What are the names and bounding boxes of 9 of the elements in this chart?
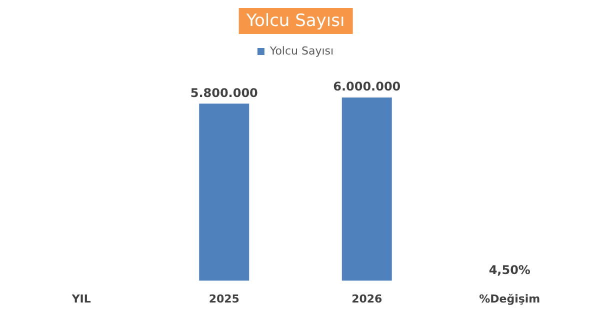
legend-label: Yolcu Sayısı [268,44,334,58]
data-label: 4,50% [488,262,530,277]
data-label: 5.800.000 [190,86,258,100]
chart-title: Yolcu Sayısı [238,8,353,34]
x-tick-label: 2025 [208,292,240,306]
x-tick-label: YIL [70,292,91,306]
data-label: 6.000.000 [333,80,401,94]
x-tick-label: 2026 [352,292,383,306]
x-tick-label: %Değişim [479,292,540,306]
